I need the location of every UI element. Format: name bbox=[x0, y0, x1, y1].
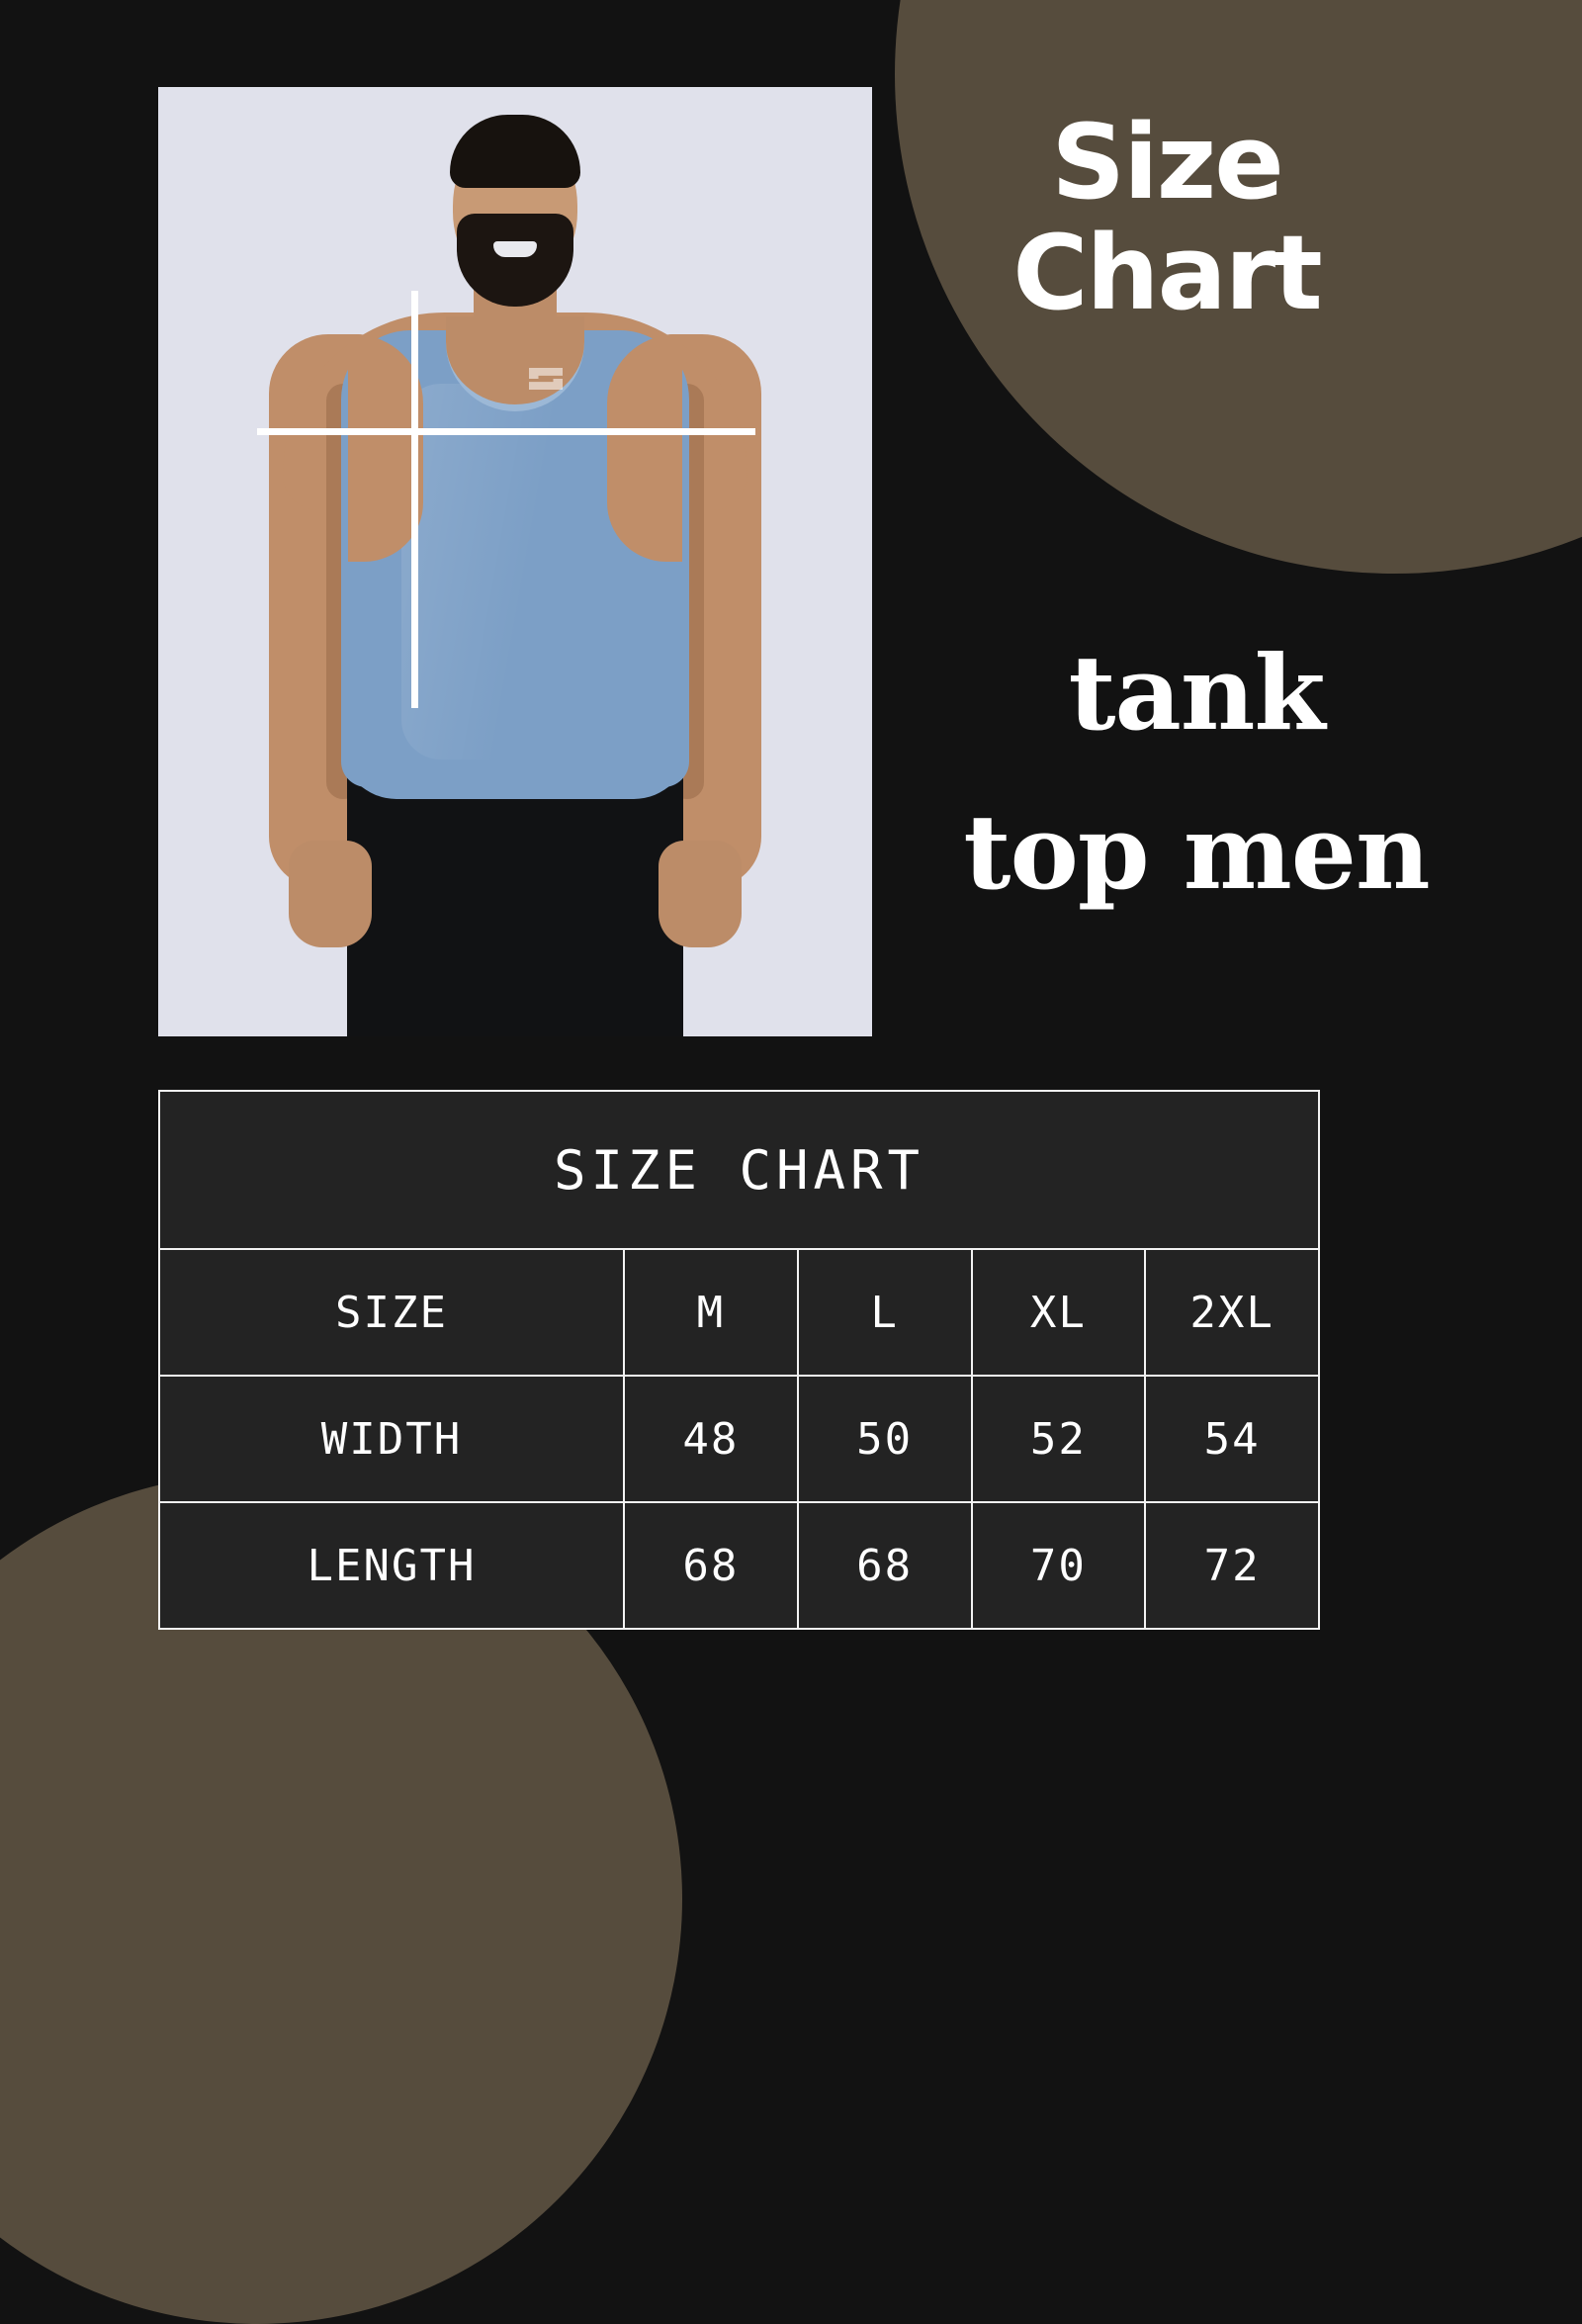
cell-length-m: 68 bbox=[623, 1501, 799, 1630]
product-subtitle-line-2: top men bbox=[963, 791, 1430, 914]
product-subtitle-line-1: tank bbox=[1068, 632, 1325, 754]
cell-width-2xl: 54 bbox=[1144, 1375, 1320, 1503]
armhole-left bbox=[348, 334, 423, 562]
header-cell-m: M bbox=[623, 1248, 799, 1377]
product-subtitle: tank top men bbox=[870, 613, 1523, 932]
table-title-cell: SIZE CHART bbox=[158, 1090, 1320, 1250]
cell-length-2xl: 72 bbox=[1144, 1501, 1320, 1630]
header-cell-2xl: 2XL bbox=[1144, 1248, 1320, 1377]
cell-width-xl: 52 bbox=[970, 1375, 1147, 1503]
model-hair bbox=[450, 115, 580, 188]
page-title-line-1: Size bbox=[1051, 102, 1284, 223]
model-beard bbox=[457, 214, 573, 307]
table-row: LENGTH 68 68 70 72 bbox=[158, 1501, 1320, 1630]
width-measure-line bbox=[257, 428, 755, 435]
length-measure-line bbox=[411, 291, 418, 708]
armhole-right bbox=[607, 334, 682, 562]
row-label-length: LENGTH bbox=[158, 1501, 625, 1630]
header-cell-xl: XL bbox=[970, 1248, 1147, 1377]
header-cell-size: SIZE bbox=[158, 1248, 625, 1377]
table-title-row: SIZE CHART bbox=[158, 1090, 1320, 1250]
model-pants bbox=[347, 752, 683, 1036]
cell-length-l: 68 bbox=[796, 1501, 973, 1630]
row-label-width: WIDTH bbox=[158, 1375, 625, 1503]
cell-width-m: 48 bbox=[623, 1375, 799, 1503]
garment-sheen bbox=[401, 384, 629, 760]
model-smile bbox=[493, 241, 537, 257]
model-right-hand bbox=[659, 841, 742, 947]
header-cell-l: L bbox=[796, 1248, 973, 1377]
product-photo bbox=[158, 87, 872, 1036]
table-row: WIDTH 48 50 52 54 bbox=[158, 1375, 1320, 1503]
cell-width-l: 50 bbox=[796, 1375, 973, 1503]
model-figure bbox=[158, 87, 872, 1036]
cell-length-xl: 70 bbox=[970, 1501, 1147, 1630]
size-chart-table: SIZE CHART SIZE M L XL 2XL WIDTH 48 50 52 54 LENGTH… bbox=[158, 1090, 1320, 1630]
page-title: Size Chart bbox=[920, 107, 1414, 329]
page-title-line-2: Chart bbox=[1012, 213, 1323, 334]
table-header-row: SIZE M L XL 2XL bbox=[158, 1248, 1320, 1377]
model-left-hand bbox=[289, 841, 372, 947]
